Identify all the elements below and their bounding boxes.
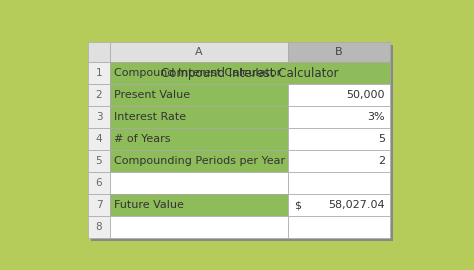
- Bar: [88, 216, 110, 238]
- Bar: [288, 172, 390, 194]
- Bar: [110, 150, 288, 172]
- Bar: [288, 150, 390, 172]
- Text: 1: 1: [96, 68, 102, 78]
- Bar: [288, 42, 390, 62]
- Bar: [288, 216, 390, 238]
- Text: B: B: [335, 47, 343, 57]
- Bar: [88, 150, 110, 172]
- Bar: [288, 106, 390, 128]
- Text: 58,027.04: 58,027.04: [328, 200, 385, 210]
- Bar: [110, 84, 288, 106]
- Bar: [110, 194, 288, 216]
- Bar: [110, 42, 288, 62]
- Bar: [288, 84, 390, 106]
- Text: 3: 3: [96, 112, 102, 122]
- Text: 5: 5: [378, 134, 385, 144]
- Bar: [110, 62, 288, 84]
- Bar: [88, 84, 110, 106]
- Text: 2: 2: [96, 90, 102, 100]
- Text: A: A: [195, 47, 203, 57]
- Text: Compounding Periods per Year: Compounding Periods per Year: [114, 156, 285, 166]
- Bar: [88, 128, 110, 150]
- Bar: [110, 128, 288, 150]
- Bar: [88, 172, 110, 194]
- Bar: [110, 106, 288, 128]
- Text: 5: 5: [96, 156, 102, 166]
- Bar: [110, 62, 390, 84]
- Text: 4: 4: [96, 134, 102, 144]
- Text: 3%: 3%: [367, 112, 385, 122]
- Bar: [288, 194, 390, 216]
- Bar: [110, 216, 288, 238]
- Bar: [88, 194, 110, 216]
- Text: 2: 2: [378, 156, 385, 166]
- Text: Present Value: Present Value: [114, 90, 190, 100]
- Bar: [288, 128, 390, 150]
- Bar: [110, 172, 288, 194]
- Text: 8: 8: [96, 222, 102, 232]
- Text: Compound Interest Calculator: Compound Interest Calculator: [161, 66, 339, 79]
- Bar: [88, 62, 110, 84]
- Bar: [88, 42, 110, 62]
- Bar: [91, 45, 393, 241]
- Text: $: $: [294, 200, 301, 210]
- Text: 7: 7: [96, 200, 102, 210]
- Text: # of Years: # of Years: [114, 134, 171, 144]
- Text: 50,000: 50,000: [346, 90, 385, 100]
- Text: Compound Interest Calculator: Compound Interest Calculator: [114, 68, 281, 78]
- Text: Future Value: Future Value: [114, 200, 184, 210]
- Bar: [88, 106, 110, 128]
- Text: 6: 6: [96, 178, 102, 188]
- Text: Interest Rate: Interest Rate: [114, 112, 186, 122]
